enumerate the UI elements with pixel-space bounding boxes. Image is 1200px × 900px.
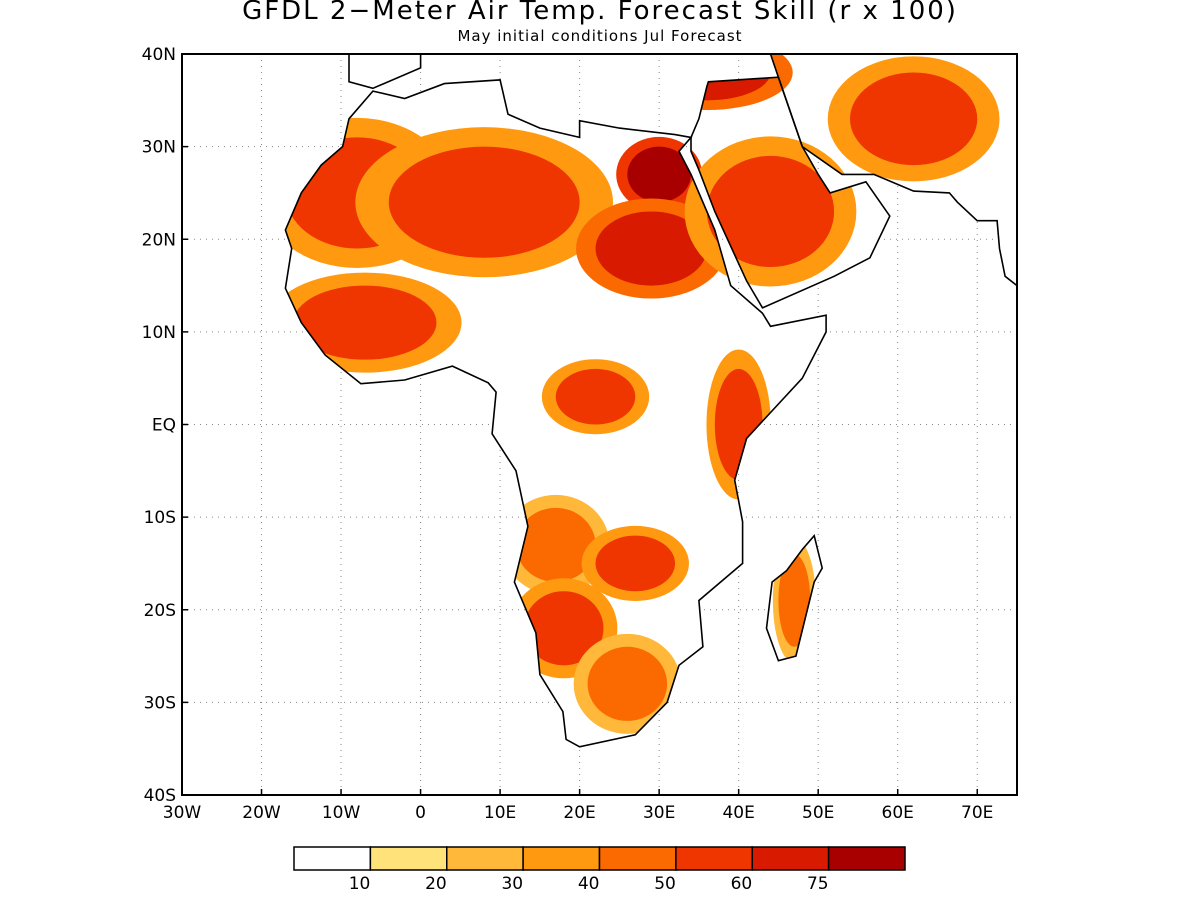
y-tick-label: 40N <box>142 45 176 65</box>
colorbar-label: 10 <box>349 874 371 894</box>
skill-region-south-africa <box>587 646 668 721</box>
colorbar-swatch <box>522 846 601 871</box>
colorbar-swatch <box>675 846 753 871</box>
x-tick-label: 30W <box>163 803 202 823</box>
y-tick-label: 30N <box>142 138 176 158</box>
y-tick-label: 10N <box>142 323 176 343</box>
skill-region-sudan <box>595 211 707 286</box>
x-tick-label: 70E <box>961 803 993 823</box>
skill-region-iran <box>850 72 978 166</box>
x-tick-label: 30E <box>643 803 675 823</box>
skill-region-congo-north <box>555 368 636 425</box>
skill-region-madagascar <box>778 554 811 647</box>
colorbar-swatch <box>369 846 448 871</box>
skill-field <box>285 54 1000 734</box>
map-subtitle: May initial conditions Jul Forecast <box>457 27 743 45</box>
colorbar: 10 20 30 40 50 60 75 <box>293 846 906 894</box>
x-tick-label: 50E <box>802 803 834 823</box>
x-tick-label: 40E <box>722 803 754 823</box>
x-tick-label: 20W <box>242 803 281 823</box>
y-tick-label: EQ <box>152 416 176 436</box>
x-tick-label: 60E <box>882 803 914 823</box>
x-tick-label: 10W <box>322 803 361 823</box>
skill-region-zambia <box>595 535 676 592</box>
africa-coastline <box>284 79 827 748</box>
colorbar-swatch <box>827 846 906 871</box>
skill-region-namibia <box>523 591 604 666</box>
y-tick-label: 20S <box>144 601 176 621</box>
skill-region-arabia <box>706 155 835 268</box>
latitude-axis: 40N 30N 20N 10N EQ 10S 20S 30S 40S <box>142 45 188 806</box>
colorbar-label: 75 <box>807 874 829 894</box>
y-tick-label: 10S <box>144 508 176 528</box>
x-tick-label: 0 <box>415 803 426 823</box>
x-tick-label: 20E <box>563 803 595 823</box>
colorbar-label: 30 <box>501 874 523 894</box>
colorbar-label: 20 <box>425 874 447 894</box>
skill-region-west-africa <box>293 285 437 360</box>
skill-region-egypt-sudan <box>627 146 691 203</box>
map-title: GFDL 2−Meter Air Temp. Forecast Skill (r… <box>242 0 958 26</box>
colorbar-label: 60 <box>731 874 753 894</box>
colorbar-swatch <box>446 846 524 871</box>
y-tick-label: 40S <box>144 786 176 806</box>
europe-coastline <box>348 54 422 90</box>
y-tick-label: 20N <box>142 230 176 250</box>
longitude-axis: 30W 20W 10W 0 10E 20E 30E 40E 50E 60E 70E <box>163 789 993 823</box>
y-tick-label: 30S <box>144 693 176 713</box>
iran-coastline <box>769 54 1017 287</box>
skill-region-sahara-central <box>388 146 580 258</box>
colorbar-label: 40 <box>578 874 600 894</box>
madagascar-coastline <box>765 534 824 662</box>
colorbar-swatch <box>598 846 677 871</box>
skill-region-angola <box>516 507 596 582</box>
arabia-coastline <box>690 76 891 309</box>
x-tick-label: 10E <box>484 803 516 823</box>
colorbar-swatch <box>751 846 830 871</box>
colorbar-swatch <box>293 846 372 871</box>
colorbar-label: 50 <box>654 874 676 894</box>
